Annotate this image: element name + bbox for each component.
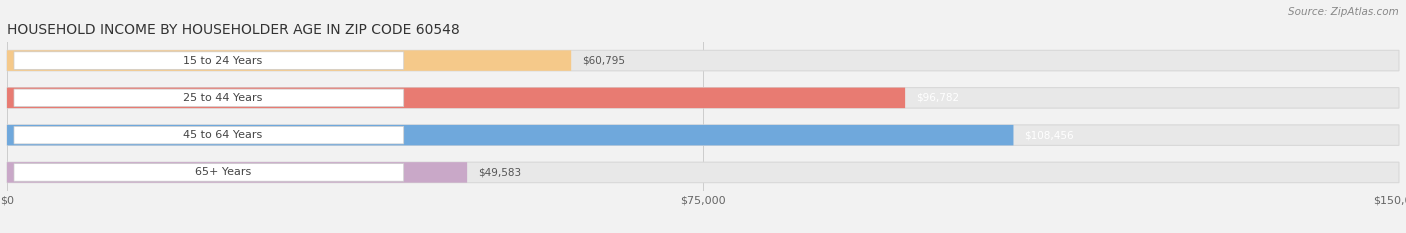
Text: $108,456: $108,456 (1025, 130, 1074, 140)
FancyBboxPatch shape (7, 162, 467, 183)
Text: $49,583: $49,583 (478, 168, 522, 177)
Text: 65+ Years: 65+ Years (194, 168, 250, 177)
FancyBboxPatch shape (7, 50, 571, 71)
FancyBboxPatch shape (14, 52, 404, 69)
Text: $60,795: $60,795 (582, 56, 626, 65)
FancyBboxPatch shape (14, 126, 404, 144)
Text: HOUSEHOLD INCOME BY HOUSEHOLDER AGE IN ZIP CODE 60548: HOUSEHOLD INCOME BY HOUSEHOLDER AGE IN Z… (7, 23, 460, 37)
Text: 25 to 44 Years: 25 to 44 Years (183, 93, 263, 103)
Text: 45 to 64 Years: 45 to 64 Years (183, 130, 263, 140)
Text: $96,782: $96,782 (917, 93, 959, 103)
FancyBboxPatch shape (7, 88, 905, 108)
FancyBboxPatch shape (7, 125, 1014, 145)
FancyBboxPatch shape (7, 88, 1399, 108)
Text: 15 to 24 Years: 15 to 24 Years (183, 56, 263, 65)
FancyBboxPatch shape (7, 50, 1399, 71)
Text: Source: ZipAtlas.com: Source: ZipAtlas.com (1288, 7, 1399, 17)
FancyBboxPatch shape (7, 125, 1399, 145)
FancyBboxPatch shape (7, 162, 1399, 183)
FancyBboxPatch shape (14, 164, 404, 181)
FancyBboxPatch shape (14, 89, 404, 107)
